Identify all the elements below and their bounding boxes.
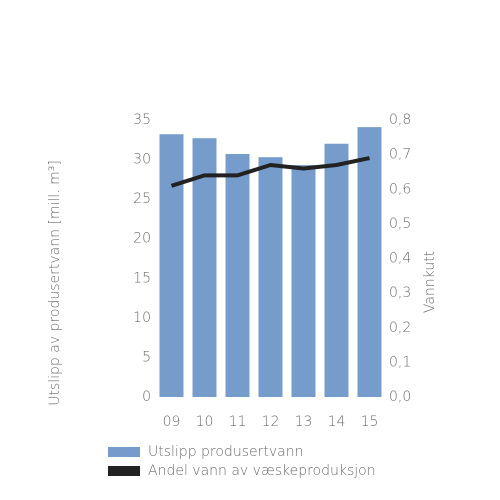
y2-tick-label: 0,6 [389,181,411,197]
bar [324,143,349,397]
y-tick-label: 10 [133,310,151,326]
bar [192,138,217,397]
y2-tick-label: 0,3 [389,285,411,301]
y2-tick-label: 0,2 [389,320,411,336]
y-tick-label: 15 [133,270,151,286]
y2-tick-label: 0,0 [389,389,411,405]
bar [159,134,184,397]
y2-tick-label: 0,7 [389,147,411,163]
y2-tick-label: 0,1 [389,354,411,370]
x-tick-label: 14 [328,414,346,430]
bar [291,165,316,397]
y2-tick-label: 0,5 [389,216,411,232]
y-tick-label: 0 [142,389,151,405]
y-axis-label: Utslipp av produsertvann [mill. m³] [47,160,63,406]
legend-label: Andel vann av væskeproduksjon [148,463,376,479]
x-tick-label: 12 [262,414,280,430]
y-tick-label: 25 [133,191,151,207]
y-tick-label: 30 [133,152,151,168]
bar [357,127,382,397]
legend-swatch [108,466,140,476]
bar [258,157,283,397]
y2-axis-label: Vannkutt [422,251,438,313]
line [170,156,370,188]
legend-swatch [108,447,140,457]
y2-tick-label: 0,4 [389,251,411,267]
y-tick-label: 5 [142,349,151,365]
x-tick-label: 13 [295,414,313,430]
legend-label: Utslipp produsertvann [148,444,303,460]
x-tick-label: 10 [196,414,214,430]
y-tick-label: 20 [133,231,151,247]
bar [225,154,250,397]
y-tick-label: 35 [133,112,151,128]
x-tick-label: 11 [229,414,247,430]
y2-tick-label: 0,8 [389,112,411,128]
x-tick-label: 09 [163,414,181,430]
x-tick-label: 15 [361,414,379,430]
